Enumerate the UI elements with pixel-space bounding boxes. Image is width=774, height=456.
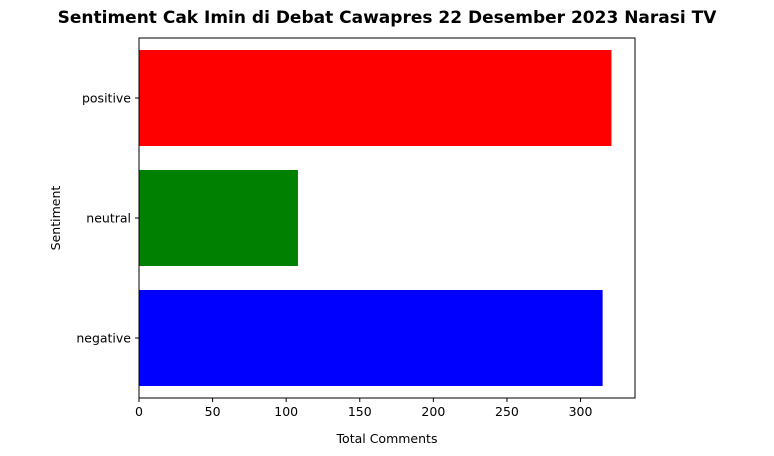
bar-positive [139,50,612,146]
bar-neutral [139,170,298,266]
x-tick-label: 150 [348,404,372,419]
x-tick-label: 300 [569,404,593,419]
x-tick-label: 0 [135,404,143,419]
x-tick-label: 50 [205,404,221,419]
x-tick-label: 200 [421,404,445,419]
bar-negative [139,290,603,386]
x-tick-label: 250 [495,404,519,419]
chart-title: Sentiment Cak Imin di Debat Cawapres 22 … [57,8,717,28]
y-axis-ticks: negative neutral positive [76,91,139,346]
y-axis-label: Sentiment [48,186,63,251]
y-tick-label: negative [76,331,131,346]
x-tick-label: 100 [274,404,298,419]
x-axis-ticks: 0 50 100 150 200 250 300 [135,398,593,419]
bars-group [139,50,612,386]
y-tick-label: neutral [86,211,131,226]
x-axis-label: Total Comments [336,431,438,446]
y-tick-label: positive [82,91,131,106]
